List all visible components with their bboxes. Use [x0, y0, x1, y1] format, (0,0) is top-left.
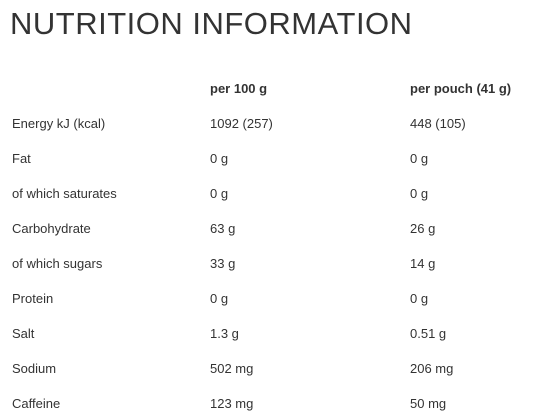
value-per-pouch: 206 mg	[410, 361, 454, 376]
column-header-per-100g: per 100 g	[210, 81, 268, 96]
value-per-100g: 1092 (257)	[210, 116, 273, 131]
value-per-100g: 502 mg	[210, 361, 254, 376]
nutrition-table: per 100 g per pouch (41 g) Energy kJ (kc…	[0, 71, 535, 419]
nutrient-label: Protein	[12, 291, 54, 306]
nutrient-label: Sodium	[12, 361, 57, 376]
value-per-pouch: 0 g	[410, 186, 429, 201]
table-row: of which saturates 0 g 0 g	[0, 176, 535, 211]
value-per-100g: 123 mg	[210, 396, 254, 411]
value-per-pouch: 0.51 g	[410, 326, 447, 341]
column-header-per-pouch: per pouch (41 g)	[410, 81, 512, 96]
value-per-100g: 0 g	[210, 186, 229, 201]
nutrient-label: Caffeine	[12, 396, 61, 411]
nutrient-label: Carbohydrate	[12, 221, 91, 236]
table-row: Salt 1.3 g 0.51 g	[0, 316, 535, 351]
table-header-row: per 100 g per pouch (41 g)	[0, 71, 535, 106]
nutrient-label: of which saturates	[12, 186, 117, 201]
value-per-100g: 33 g	[210, 256, 236, 271]
value-per-100g: 1.3 g	[210, 326, 239, 341]
value-per-100g: 0 g	[210, 291, 229, 306]
table-row: Sodium 502 mg 206 mg	[0, 351, 535, 386]
nutrient-label: Energy kJ (kcal)	[12, 116, 106, 131]
value-per-pouch: 14 g	[410, 256, 436, 271]
value-per-pouch: 0 g	[410, 291, 429, 306]
page-title: NUTRITION INFORMATION	[10, 6, 413, 41]
value-per-pouch: 26 g	[410, 221, 436, 236]
nutrient-label: Salt	[12, 326, 35, 341]
value-per-100g: 0 g	[210, 151, 229, 166]
table-row: Protein 0 g 0 g	[0, 281, 535, 316]
nutrient-label: of which sugars	[12, 256, 103, 271]
table-row: of which sugars 33 g 14 g	[0, 246, 535, 281]
value-per-pouch: 0 g	[410, 151, 429, 166]
value-per-100g: 63 g	[210, 221, 236, 236]
nutrient-label: Fat	[12, 151, 31, 166]
value-per-pouch: 448 (105)	[410, 116, 466, 131]
table-row: Fat 0 g 0 g	[0, 141, 535, 176]
column-header-nutrient	[0, 71, 210, 106]
table-row: Caffeine 123 mg 50 mg	[0, 386, 535, 419]
table-row: Energy kJ (kcal) 1092 (257) 448 (105)	[0, 106, 535, 141]
table-row: Carbohydrate 63 g 26 g	[0, 211, 535, 246]
value-per-pouch: 50 mg	[410, 396, 447, 411]
